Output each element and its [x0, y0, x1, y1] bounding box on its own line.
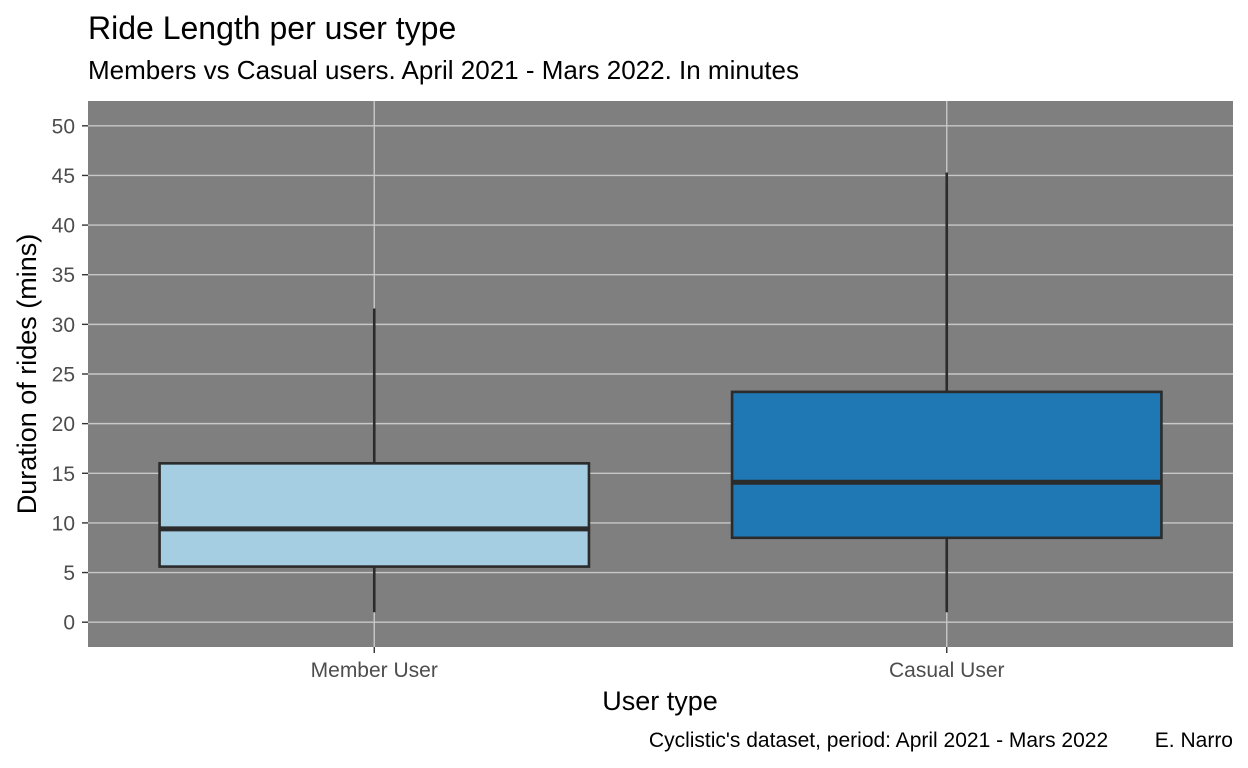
- box-iqr: [730, 390, 1163, 540]
- chart-subtitle: Members vs Casual users. April 2021 - Ma…: [88, 55, 799, 85]
- y-tick-label: 5: [63, 562, 75, 585]
- y-tick-label: 35: [52, 264, 75, 287]
- y-tick-label: 0: [63, 612, 75, 635]
- y-tick-label: 10: [52, 512, 75, 535]
- box-layer: [158, 172, 1163, 613]
- chart-caption: Cyclistic's dataset, period: April 2021 …: [649, 729, 1233, 752]
- y-axis: 0 5 10 15 20 25 30 35 40 45 50: [52, 115, 88, 635]
- y-tick-label: 20: [52, 413, 75, 436]
- x-tick-label: Member User: [311, 659, 438, 682]
- x-tick-label: Casual User: [889, 659, 1005, 682]
- y-tick-label: 30: [52, 314, 75, 337]
- chart-title: Ride Length per user type: [88, 10, 456, 46]
- y-axis-title: Duration of rides (mins): [12, 234, 42, 515]
- y-tick-label: 50: [52, 115, 75, 138]
- y-tick-label: 45: [52, 165, 75, 188]
- box-casual-user: [730, 172, 1163, 613]
- x-axis-title: User type: [602, 686, 718, 716]
- y-tick-label: 15: [52, 463, 75, 486]
- y-tick-label: 25: [52, 364, 75, 387]
- y-tick-label: 40: [52, 215, 75, 238]
- box-iqr: [158, 462, 591, 568]
- x-axis: Member User Casual User: [311, 647, 1005, 682]
- box-member-user: [158, 308, 591, 613]
